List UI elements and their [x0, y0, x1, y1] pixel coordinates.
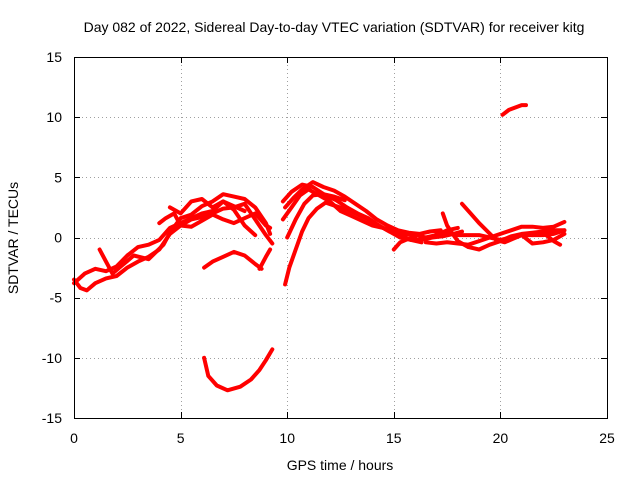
series-arc-19 [530, 230, 563, 247]
series-arc-5 [167, 197, 247, 216]
plot-frame [74, 57, 608, 419]
series-arc-15 [423, 219, 567, 247]
series-arc-13 [285, 192, 347, 240]
x-axis-label: GPS time / hours [287, 457, 394, 473]
series-arc-4 [157, 211, 273, 230]
series-arc-7 [257, 247, 273, 271]
data-series [72, 103, 567, 393]
series-arc-12 [283, 200, 424, 287]
y-tick-label: 10 [46, 109, 62, 125]
y-axis-label: SDTVAR / TECUs [5, 182, 21, 294]
series-arc-8 [202, 347, 275, 393]
x-tick-label: 5 [177, 430, 185, 446]
y-tick-label: 0 [54, 230, 62, 246]
y-tick-label: -15 [42, 410, 62, 426]
series-arc-20 [500, 103, 528, 117]
x-tick-labels: 0 5 10 15 20 25 [70, 430, 615, 446]
y-tick-label: 15 [46, 49, 62, 65]
x-tick-label: 15 [386, 430, 402, 446]
chart-title: Day 082 of 2022, Sidereal Day-to-day VTE… [84, 19, 585, 35]
y-tick-label: -10 [42, 350, 62, 366]
series-arc-3 [97, 192, 273, 276]
y-tick-label: -5 [50, 290, 63, 306]
x-tick-label: 10 [279, 430, 295, 446]
x-tick-label: 20 [493, 430, 509, 446]
y-tick-label: 5 [54, 169, 62, 185]
series-arc-1 [72, 201, 275, 293]
x-tick-label: 25 [599, 430, 615, 446]
series-arc-14 [391, 235, 418, 252]
series-arc-6 [202, 249, 264, 271]
x-tick-label: 0 [70, 430, 78, 446]
y-tick-labels: -15 -10 -5 0 5 10 15 [42, 49, 62, 426]
